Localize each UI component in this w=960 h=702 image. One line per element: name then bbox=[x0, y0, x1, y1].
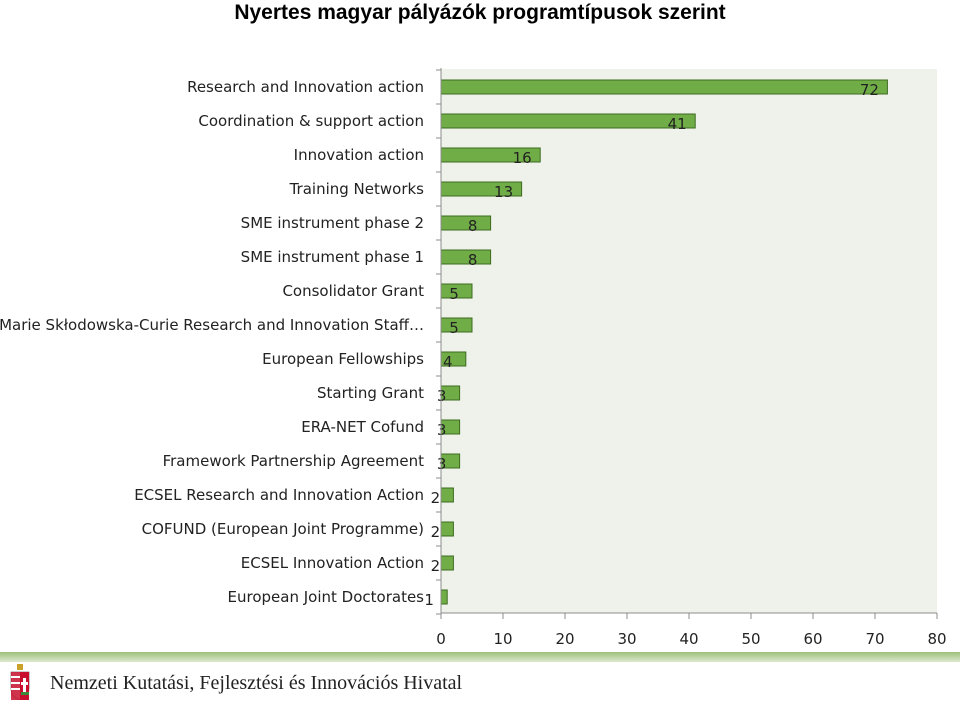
data-label: 5 bbox=[449, 285, 459, 303]
category-label: ERA-NET Cofund bbox=[301, 418, 424, 436]
data-label: 3 bbox=[437, 387, 447, 405]
axes-group: Research and Innovation action Coordinati… bbox=[0, 68, 947, 648]
x-tick-label: 70 bbox=[865, 630, 884, 648]
x-tick-label: 0 bbox=[436, 630, 446, 648]
bar bbox=[440, 249, 492, 265]
data-label: 4 bbox=[443, 353, 453, 371]
data-label: 8 bbox=[468, 251, 478, 269]
category-label: ECSEL Research and Innovation Action bbox=[134, 486, 424, 504]
x-tick-label: 50 bbox=[741, 630, 760, 648]
chart-title: Nyertes magyar pályázók programtípusok s… bbox=[234, 1, 726, 24]
x-tick-label: 30 bbox=[617, 630, 636, 648]
footer-org-name: Nemzeti Kutatási, Fejlesztési és Innovác… bbox=[50, 672, 463, 694]
bar bbox=[440, 113, 696, 129]
data-label: 72 bbox=[860, 81, 879, 99]
category-label: SME instrument phase 1 bbox=[241, 248, 424, 266]
x-tick-label: 10 bbox=[493, 630, 512, 648]
data-label: 1 bbox=[424, 591, 434, 609]
data-label: 2 bbox=[431, 557, 441, 575]
category-label: Framework Partnership Agreement bbox=[163, 452, 425, 470]
x-tick-label: 80 bbox=[927, 630, 946, 648]
data-label: 3 bbox=[437, 421, 447, 439]
bar bbox=[440, 521, 454, 537]
data-label: 41 bbox=[668, 115, 687, 133]
bar bbox=[440, 555, 454, 571]
category-label: COFUND (European Joint Programme) bbox=[142, 520, 424, 538]
x-tick-label: 60 bbox=[803, 630, 822, 648]
bar bbox=[440, 487, 454, 503]
category-label: European Joint Doctorates bbox=[228, 588, 425, 606]
data-label: 2 bbox=[431, 489, 441, 507]
category-label: Innovation action bbox=[294, 146, 424, 164]
bar bbox=[440, 79, 888, 95]
category-label: Training Networks bbox=[289, 180, 425, 198]
x-tick-label: 20 bbox=[555, 630, 574, 648]
bar bbox=[440, 215, 492, 231]
category-label: European Fellowships bbox=[262, 350, 424, 368]
data-label: 16 bbox=[513, 149, 532, 167]
category-label: Starting Grant bbox=[317, 384, 424, 402]
data-label: 5 bbox=[449, 319, 459, 337]
category-label: Marie Skłodowska-Curie Research and Inno… bbox=[0, 316, 424, 334]
data-label: 3 bbox=[437, 455, 447, 473]
category-label: SME instrument phase 2 bbox=[241, 214, 424, 232]
category-label: ECSEL Innovation Action bbox=[241, 554, 424, 572]
data-label: 8 bbox=[468, 217, 478, 235]
data-label: 13 bbox=[494, 183, 513, 201]
category-label: Consolidator Grant bbox=[282, 282, 424, 300]
footer-bar bbox=[0, 652, 960, 662]
bar bbox=[440, 589, 448, 605]
hungarian-crest-icon bbox=[10, 664, 30, 700]
category-label: Research and Innovation action bbox=[187, 78, 424, 96]
category-label: Coordination & support action bbox=[198, 112, 424, 130]
x-tick-label: 40 bbox=[679, 630, 698, 648]
data-label: 2 bbox=[431, 523, 441, 541]
